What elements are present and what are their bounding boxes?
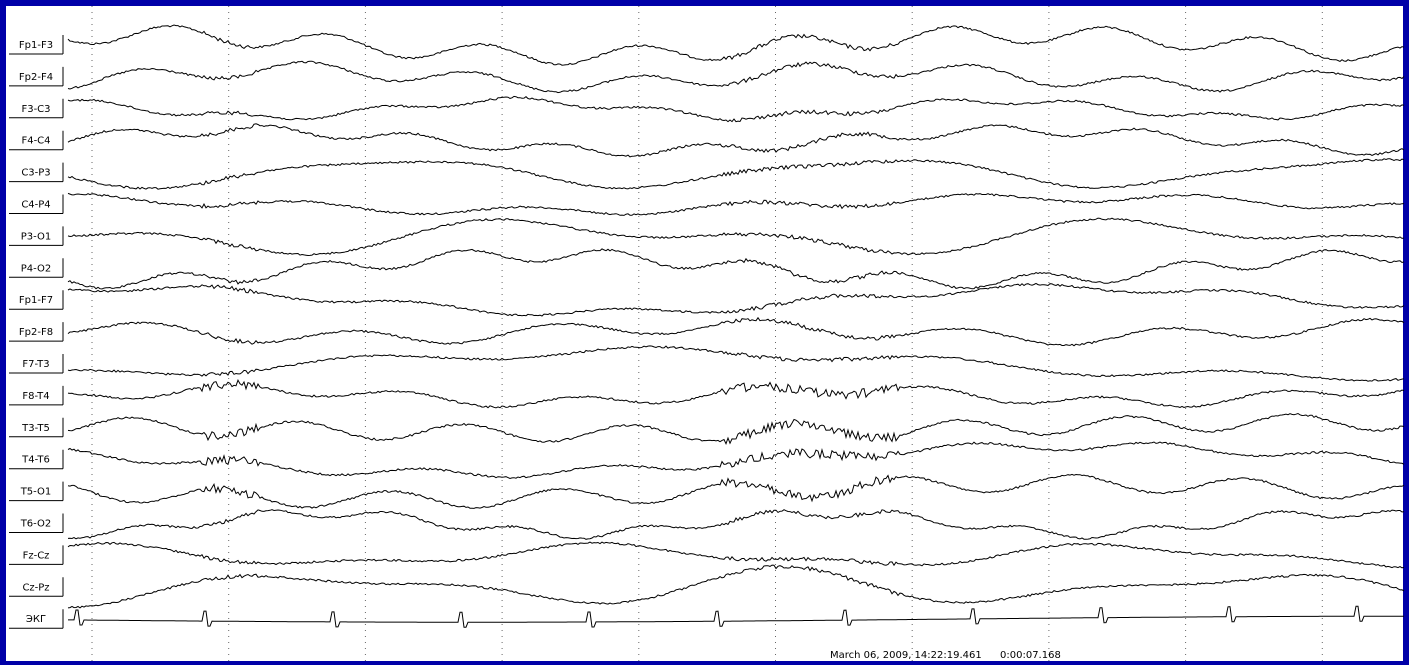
channel-label: Fp2-F4	[19, 72, 53, 83]
channel-label: F3-C3	[21, 104, 50, 115]
channel-label: F8-T4	[22, 391, 49, 402]
eeg-viewer: Fp1-F3 Fp2-F4 F3-C3 F4-C4 C3-P3 C4-P4 P3-O1 P4-…	[0, 0, 1409, 665]
channel-label: Fp1-F7	[19, 295, 53, 306]
channel-label: C3-P3	[21, 168, 50, 179]
channel-label: Fp1-F3	[19, 40, 53, 51]
channel-label: T5-O1	[20, 487, 52, 498]
channel-label: Fp2-F8	[19, 327, 53, 338]
page: Fp1-F3 Fp2-F4 F3-C3 F4-C4 C3-P3 C4-P4 P3-O1 P4-…	[0, 0, 1409, 665]
channel-label: T4-T6	[21, 455, 50, 466]
channel-label: C4-P4	[21, 200, 50, 211]
channel-label: Cz-Pz	[22, 582, 49, 593]
channel-label: P3-O1	[21, 231, 52, 242]
timestamp: March 06, 2009, 14:22:19.461	[830, 650, 982, 661]
channel-label: T6-O2	[20, 519, 52, 530]
channel-label: T3-T5	[21, 423, 50, 434]
trace-panel	[6, 6, 1403, 661]
channel-label: Fz-Cz	[23, 550, 50, 561]
channel-label: F7-T3	[22, 359, 49, 370]
channel-label: P4-O2	[21, 263, 52, 274]
channel-label: F4-C4	[21, 136, 50, 147]
channel-label: ЭКГ	[26, 614, 46, 625]
elapsed-time: 0:00:07.168	[1000, 650, 1061, 661]
